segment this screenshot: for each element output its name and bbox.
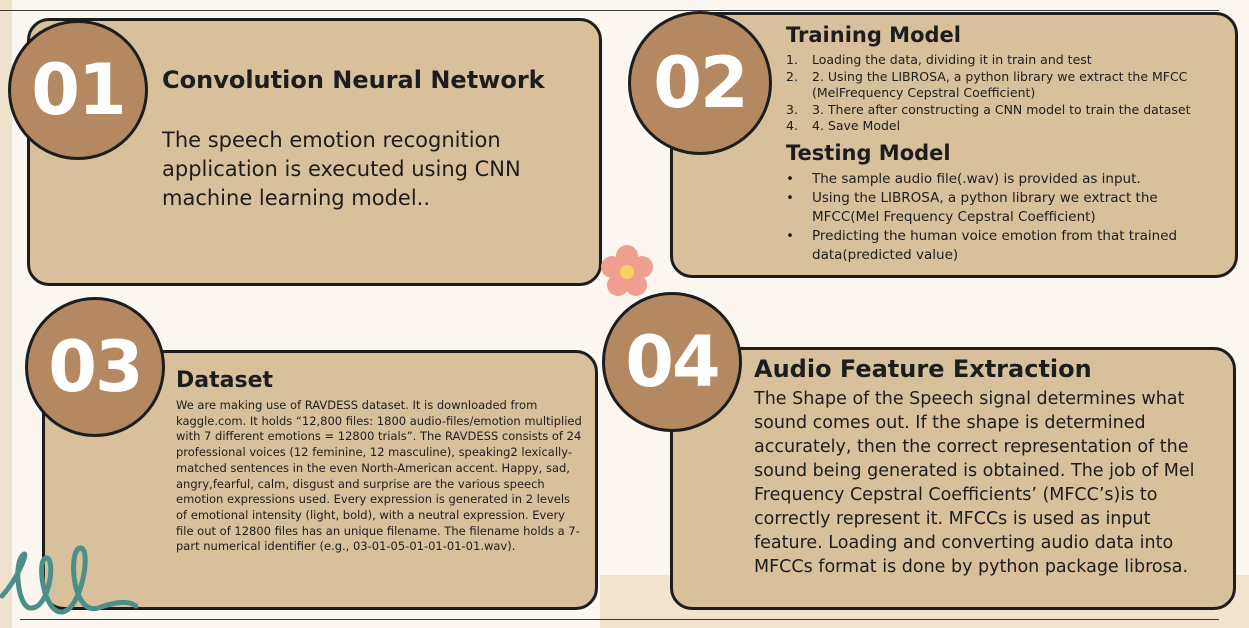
- training-list: 1. Loading the data, dividing it in train…: [786, 52, 1231, 135]
- bg-stripe-left: [0, 0, 12, 628]
- badge-01: 01: [8, 20, 148, 160]
- card1-body: The speech emotion recognition applicati…: [162, 128, 521, 210]
- card4-body: The Shape of the Speech signal determine…: [754, 389, 1195, 577]
- testing-item: • Using the LIBROSA, a python library we …: [786, 190, 1158, 225]
- bottom-rule: [20, 619, 1219, 620]
- card-audio-feature: [670, 347, 1236, 610]
- card4-title: Audio Feature Extraction: [754, 355, 1092, 383]
- training-item: 4. 4. Save Model: [786, 118, 901, 133]
- card3-body: We are making use of RAVDESS dataset. It…: [176, 398, 582, 554]
- training-item: 2. 2. Using the LIBROSA, a python library…: [786, 68, 1188, 101]
- card3-title: Dataset: [176, 368, 274, 393]
- badge-03: 03: [25, 297, 165, 437]
- training-title: Training Model: [786, 23, 961, 47]
- testing-item: • Predicting the human voice emotion from…: [786, 228, 1178, 263]
- testing-item: • The sample audio file(.wav) is provided…: [786, 171, 1141, 187]
- squiggle-decoration: [0, 545, 139, 615]
- card1-title: Convolution Neural Network: [162, 66, 545, 94]
- badge-02: 02: [628, 11, 772, 155]
- training-item: 1. Loading the data, dividing it in train…: [786, 52, 1092, 67]
- testing-list: • The sample audio file(.wav) is provided…: [786, 170, 1216, 265]
- testing-title: Testing Model: [786, 141, 951, 165]
- training-item: 3. 3. There after constructing a CNN mode…: [786, 101, 1191, 117]
- top-rule: [0, 10, 1219, 11]
- badge-04: 04: [602, 292, 742, 432]
- flower-icon: [601, 245, 653, 296]
